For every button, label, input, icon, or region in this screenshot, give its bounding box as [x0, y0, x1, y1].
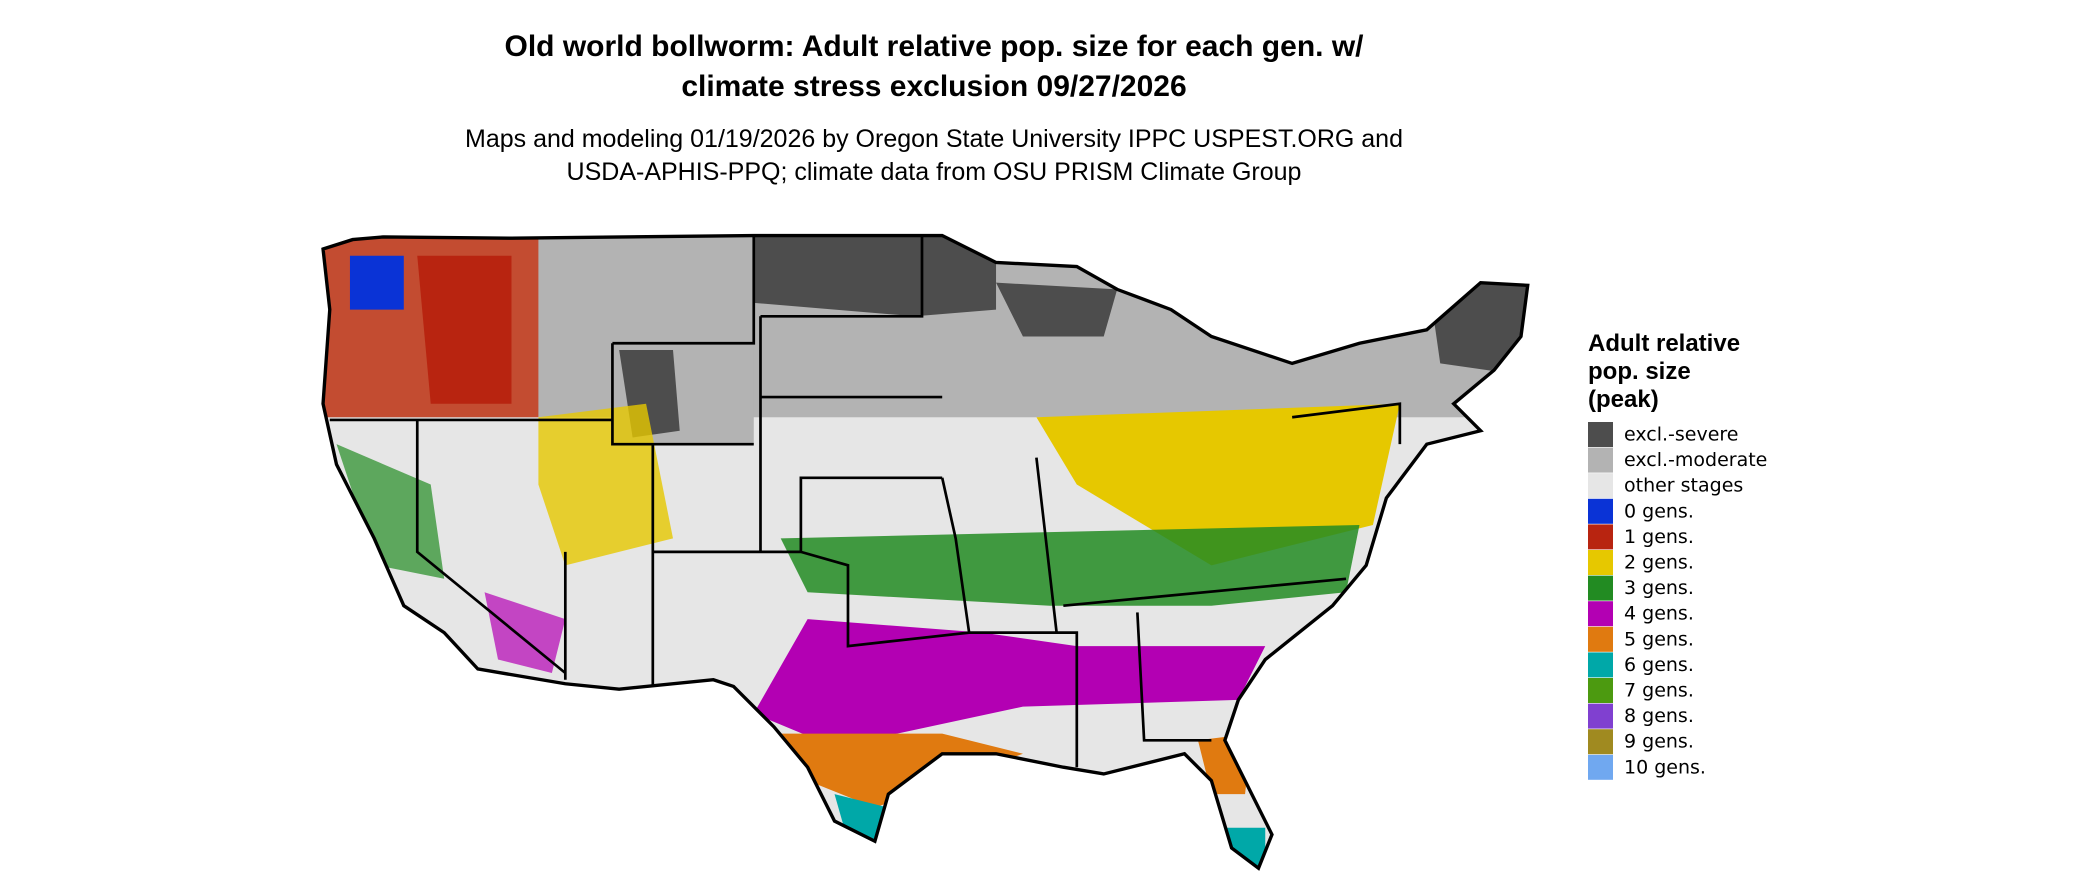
legend-label: 8 gens.: [1624, 705, 1694, 727]
legend-label: 2 gens.: [1624, 552, 1694, 574]
map: [321, 233, 1530, 871]
title: climate stress exclusion 09/27/2026: [681, 70, 1186, 103]
subtitle: USDA-APHIS-PPQ; climate data from OSU PR…: [567, 158, 1302, 186]
subtitle: Maps and modeling 01/19/2026 by Oregon S…: [465, 125, 1403, 153]
legend-label: 7 gens.: [1624, 680, 1694, 702]
legend-swatch: [1588, 703, 1613, 729]
legend-swatch: [1588, 626, 1613, 652]
legend-swatch: [1588, 575, 1613, 601]
legend: excl.-severe excl.-moderate other stages 0 …: [1588, 422, 1767, 780]
legend-label: 1 gens.: [1624, 526, 1694, 548]
legend-label: 10 gens.: [1624, 756, 1706, 778]
legend-label: 9 gens.: [1624, 731, 1694, 753]
legend-label: 6 gens.: [1624, 654, 1694, 676]
legend-label: excl.-moderate: [1624, 449, 1767, 471]
legend-swatch: [1588, 550, 1613, 575]
legend-label: 5 gens.: [1624, 628, 1694, 650]
legend-label: 4 gens.: [1624, 603, 1694, 625]
legend-swatch: [1588, 601, 1613, 627]
legend-swatch: [1588, 422, 1613, 447]
legend-swatch: [1588, 754, 1613, 780]
legend-swatch: [1588, 524, 1613, 550]
legend-swatch: [1588, 652, 1613, 678]
legend-label: 3 gens.: [1624, 577, 1694, 599]
title: Old world bollworm: Adult relative pop. …: [505, 30, 1365, 63]
legend-swatch: [1588, 473, 1613, 499]
legend-label: 0 gens.: [1624, 500, 1694, 522]
legend-title: Adult relative: [1588, 330, 1740, 357]
legend-swatch: [1588, 729, 1613, 755]
legend-swatch: [1588, 447, 1613, 473]
legend-title: pop. size: [1588, 358, 1691, 385]
legend-swatch: [1588, 678, 1613, 703]
legend-title: (peak): [1588, 386, 1659, 413]
legend-label: excl.-severe: [1624, 424, 1739, 446]
legend-swatch: [1588, 498, 1613, 524]
legend-label: other stages: [1624, 475, 1743, 497]
